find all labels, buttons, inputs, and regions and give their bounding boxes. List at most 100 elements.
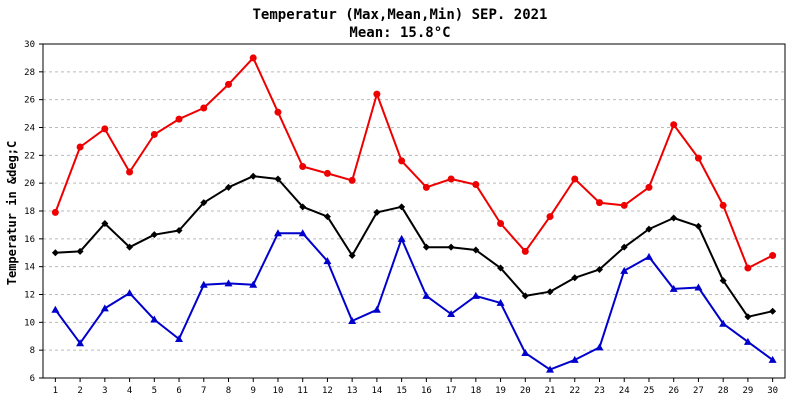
x-tick-label: 22 — [569, 386, 580, 396]
data-point — [521, 292, 529, 300]
x-tick-label: 19 — [495, 386, 506, 396]
data-point — [497, 264, 505, 272]
data-point — [76, 247, 84, 255]
data-point — [51, 208, 59, 216]
data-point — [150, 130, 158, 138]
data-point — [125, 289, 134, 297]
x-tick-label: 7 — [201, 386, 206, 396]
data-point — [472, 181, 480, 189]
y-tick-label: 28 — [24, 68, 35, 78]
data-point — [422, 291, 431, 299]
x-tick-label: 30 — [767, 386, 778, 396]
data-point — [348, 316, 357, 324]
data-point — [225, 183, 232, 191]
data-point — [670, 121, 678, 129]
x-tick-label: 26 — [668, 386, 679, 396]
data-point — [744, 264, 752, 272]
data-point — [719, 201, 727, 209]
data-point — [595, 343, 604, 351]
data-point — [101, 220, 109, 228]
data-point — [521, 247, 529, 255]
data-point — [769, 252, 777, 260]
data-point — [620, 201, 628, 209]
data-point — [744, 313, 752, 321]
x-tick-label: 3 — [102, 386, 107, 396]
data-point — [323, 257, 332, 265]
data-point — [546, 213, 554, 221]
chart-subtitle: Mean: 15.8°C — [349, 25, 450, 41]
data-point — [422, 243, 430, 251]
x-tick-label: 5 — [152, 386, 157, 396]
data-point — [644, 252, 653, 260]
y-tick-label: 20 — [24, 179, 35, 189]
data-point — [199, 280, 208, 288]
series-2 — [51, 229, 777, 373]
x-tick-label: 24 — [619, 386, 630, 396]
data-point — [51, 249, 59, 257]
data-point — [126, 243, 134, 251]
grid-lines — [43, 43, 785, 379]
data-point — [694, 222, 702, 230]
data-point — [769, 307, 777, 315]
data-point — [571, 274, 579, 282]
data-point — [373, 208, 381, 216]
x-tick-label: 21 — [545, 386, 556, 396]
data-point — [299, 203, 307, 211]
x-tick-label: 1 — [53, 386, 58, 396]
data-point — [76, 143, 84, 151]
y-tick-label: 12 — [24, 291, 35, 301]
data-point — [150, 231, 158, 239]
x-tick-label: 17 — [446, 386, 457, 396]
x-tick-label: 10 — [273, 386, 284, 396]
data-point — [373, 90, 381, 98]
data-point — [299, 162, 307, 170]
data-point — [175, 226, 183, 234]
data-point — [743, 337, 752, 345]
data-point — [323, 213, 331, 221]
data-point — [497, 220, 505, 228]
data-point — [175, 115, 183, 123]
data-point — [596, 265, 603, 273]
data-point — [224, 279, 233, 287]
data-point — [670, 214, 678, 222]
data-point — [273, 229, 282, 237]
data-point — [323, 169, 331, 177]
data-point — [150, 315, 159, 323]
data-point — [570, 355, 579, 363]
x-tick-label: 2 — [77, 386, 82, 396]
x-tick-label: 8 — [226, 386, 231, 396]
series-1 — [51, 172, 777, 321]
y-tick-label: 18 — [24, 207, 35, 217]
data-point — [694, 154, 702, 162]
data-point — [669, 284, 678, 292]
y-tick-label: 24 — [24, 124, 35, 134]
data-point — [719, 319, 728, 327]
x-tick-label: 20 — [520, 386, 531, 396]
data-point — [546, 288, 554, 296]
x-tick-label: 28 — [718, 386, 729, 396]
data-point — [101, 125, 109, 133]
data-point — [249, 54, 257, 62]
y-tick-label: 10 — [24, 318, 35, 328]
data-point — [175, 335, 184, 343]
data-point — [348, 176, 356, 184]
data-point — [719, 277, 727, 285]
data-point — [398, 203, 406, 211]
x-tick-label: 6 — [176, 386, 181, 396]
y-tick-label: 30 — [24, 40, 35, 50]
data-point — [51, 305, 60, 313]
y-tick-label: 14 — [24, 263, 35, 273]
x-tick-label: 9 — [251, 386, 256, 396]
data-point — [571, 175, 579, 183]
y-axis-label: Temperatur in &deg;C — [5, 141, 19, 286]
data-point — [225, 80, 232, 88]
x-tick-label: 13 — [347, 386, 358, 396]
series-line — [54, 232, 774, 371]
x-tick-label: 23 — [594, 386, 605, 396]
data-point — [472, 246, 480, 254]
x-tick-label: 18 — [470, 386, 481, 396]
data-point — [397, 234, 406, 242]
data-point — [596, 199, 603, 207]
x-tick-label: 11 — [297, 386, 308, 396]
y-tick-label: 22 — [24, 151, 35, 161]
